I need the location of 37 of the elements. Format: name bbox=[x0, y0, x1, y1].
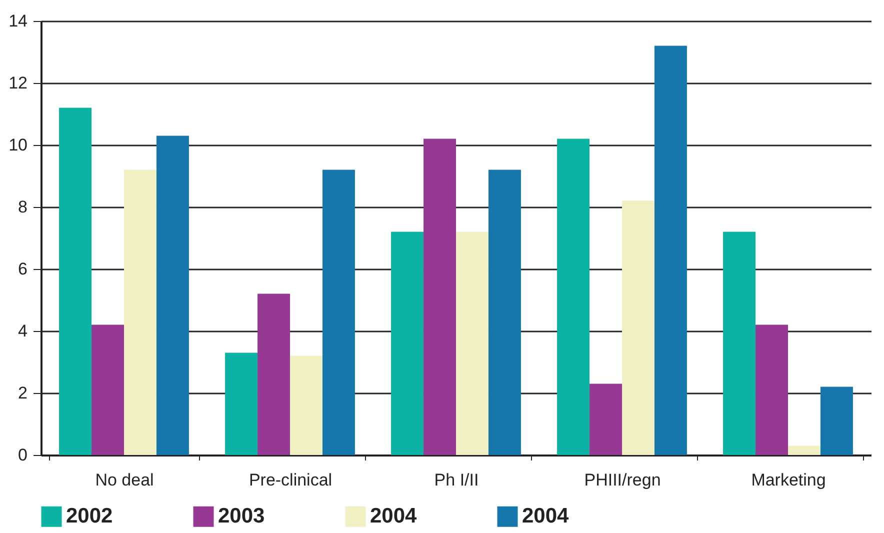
x-tick-label: Ph I/II bbox=[434, 470, 479, 490]
bar bbox=[424, 138, 456, 455]
x-tick-label: Pre-clinical bbox=[248, 470, 332, 490]
bar bbox=[590, 384, 622, 455]
x-tick-label: No deal bbox=[95, 470, 154, 490]
bar bbox=[290, 356, 322, 455]
x-tick-label: PHIII/regn bbox=[584, 470, 661, 490]
bar bbox=[225, 352, 258, 455]
bar bbox=[456, 232, 488, 455]
y-tick-label: 14 bbox=[8, 12, 28, 30]
legend-label: 2002 bbox=[66, 504, 113, 528]
legend-label: 2004 bbox=[370, 504, 418, 528]
y-tick-label: 10 bbox=[8, 136, 28, 154]
legend-label: 2003 bbox=[218, 504, 265, 528]
x-tick-label: Marketing bbox=[751, 470, 826, 490]
y-tick-label: 6 bbox=[18, 260, 28, 278]
y-tick-label: 8 bbox=[18, 198, 28, 216]
bar bbox=[391, 232, 424, 455]
y-tick-label: 4 bbox=[18, 322, 28, 340]
y-tick-label: 12 bbox=[8, 74, 28, 92]
bar bbox=[788, 446, 820, 455]
y-tick-label: 0 bbox=[18, 446, 28, 464]
bar bbox=[723, 232, 756, 455]
bar bbox=[156, 136, 189, 455]
bar bbox=[820, 386, 853, 455]
bar bbox=[322, 170, 355, 455]
bar bbox=[756, 324, 788, 455]
bar bbox=[258, 294, 290, 455]
bar bbox=[622, 200, 654, 455]
bar bbox=[92, 324, 124, 455]
bar bbox=[59, 108, 92, 455]
bar bbox=[488, 170, 521, 455]
bar bbox=[557, 138, 590, 455]
bar bbox=[124, 170, 156, 455]
legend-label: 2004 bbox=[522, 504, 570, 528]
bar bbox=[654, 46, 687, 455]
y-tick-label: 2 bbox=[18, 384, 28, 402]
